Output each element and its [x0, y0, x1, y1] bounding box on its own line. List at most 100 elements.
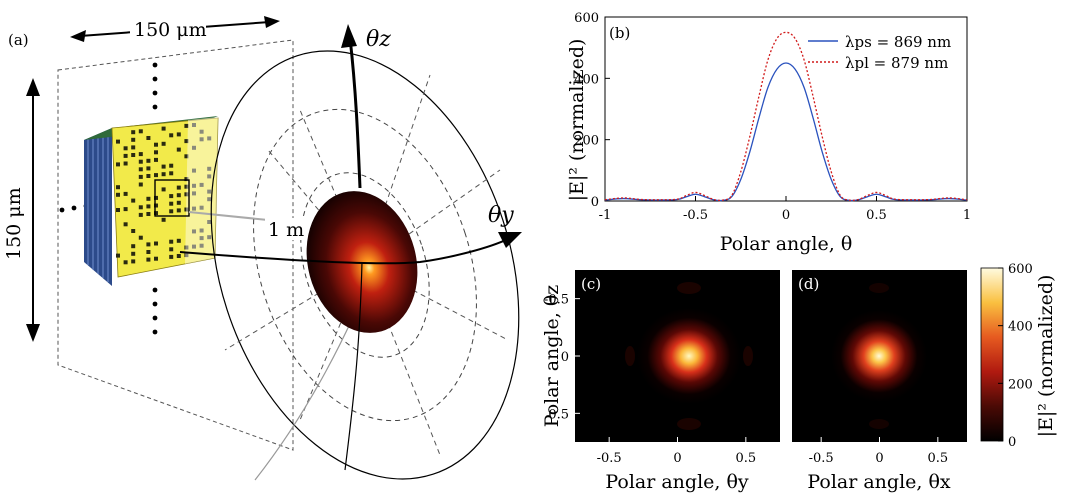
metasurface-cell — [116, 139, 120, 144]
metasurface-cell — [161, 164, 166, 169]
y-tick-label: 400 — [574, 72, 599, 87]
metasurface-cell — [169, 133, 174, 138]
width-arrow-head-left — [70, 30, 86, 42]
height-arrow-head-top — [26, 78, 40, 96]
metasurface-cell — [199, 205, 204, 210]
series-line-1 — [604, 62, 968, 202]
metasurface-cell — [146, 166, 151, 171]
colorbar-tick-label: 200 — [1008, 377, 1033, 392]
metasurface-cell — [138, 167, 143, 172]
metasurface-cell — [154, 256, 158, 261]
metasurface-cell — [161, 172, 166, 177]
x-tick-label: -1 — [599, 208, 612, 223]
metasurface-cell — [154, 157, 158, 162]
theta-z-arrow-head — [341, 24, 357, 48]
x-tick-label: 0.5 — [735, 451, 756, 466]
metasurface-cell — [199, 137, 204, 142]
metasurface-cell — [138, 129, 143, 134]
metasurface-cell — [169, 171, 174, 176]
metasurface-cell — [176, 132, 181, 137]
panel-d: (d) -0.5 0 0.5 Polar angle, θx 0200400600 … — [792, 262, 1057, 493]
metasurface-cell — [146, 250, 151, 254]
metasurface-cell — [146, 257, 151, 262]
y-tick-label: 0 — [561, 350, 569, 365]
metasurface-cell — [207, 136, 212, 141]
metasurface-cell — [146, 174, 151, 178]
metasurface-cell — [116, 253, 120, 258]
y-tick-label: 600 — [574, 11, 599, 26]
metasurface-cell — [192, 244, 196, 249]
metasurface-cell — [176, 193, 181, 198]
height-arrow-head-bottom — [26, 324, 40, 342]
panel-a: (a) 150 μm 150 μm — [3, 16, 522, 481]
y-tick-label: 0.5 — [548, 407, 569, 422]
theta-y-label: θy — [488, 203, 514, 228]
metasurface-cell — [199, 182, 204, 187]
legend-label-series2: λpl = 879 nm — [845, 54, 948, 72]
y-tick-label: -0.5 — [544, 293, 569, 308]
x-tick-label: -0.5 — [809, 451, 834, 466]
y-tick-label: 0 — [591, 195, 599, 210]
metasurface-cell — [131, 198, 136, 203]
metasurface-cell — [199, 243, 204, 248]
metasurface-cell — [131, 137, 136, 142]
metasurface-cell — [207, 189, 212, 194]
theta-y-axis — [179, 237, 511, 265]
colorbar-label: |E|² (normalized) — [1035, 275, 1057, 438]
colorbar-tick-label: 400 — [1008, 320, 1033, 335]
colorbar-tick-label: 600 — [1008, 262, 1033, 277]
angular-ellipse-outer — [210, 50, 520, 480]
metasurface-cell — [169, 201, 174, 206]
metasurface-cell — [199, 228, 204, 233]
plot-b-ylabel: |E|² (normalized) — [566, 39, 588, 202]
metasurface-cell — [146, 212, 151, 216]
metasurface-cell — [161, 217, 166, 222]
metasurface-cell — [116, 192, 120, 197]
panel-d-label: (d) — [798, 275, 819, 293]
heatmap-c-ticks: -0.5 0 0.5 -0.5 0 0.5 — [544, 293, 756, 466]
metasurface-cell — [123, 161, 128, 166]
metasurface-cell — [123, 191, 128, 196]
width-label-bg — [130, 16, 206, 40]
metasurface-cell — [199, 236, 204, 241]
metasurface-cell — [138, 182, 143, 187]
metasurface-cell — [146, 158, 151, 163]
metasurface-cell — [131, 229, 136, 233]
metasurface-cell — [207, 220, 212, 224]
metasurface-cell — [123, 207, 128, 212]
y-tick-label: 200 — [574, 134, 599, 149]
metasurface-cell — [199, 129, 204, 134]
width-arrow-head-right — [264, 16, 280, 28]
x-tick-label: 0.5 — [866, 208, 887, 223]
metasurface-cell — [138, 159, 143, 164]
plot-b-lines — [604, 31, 968, 202]
metasurface-cell — [146, 242, 151, 247]
metasurface-cell — [184, 154, 189, 159]
series-line-2 — [604, 31, 968, 202]
x-tick-label: -0.5 — [683, 208, 708, 223]
metasurface-cell — [176, 238, 181, 243]
metasurface-cell — [116, 208, 120, 212]
x-tick-label: 0 — [673, 451, 681, 466]
metasurface-cell — [176, 200, 181, 205]
metasurface-cell — [192, 168, 196, 173]
x-tick-label: 0 — [782, 208, 790, 223]
metasurface-cell — [131, 153, 136, 157]
angular-ellipse-mid — [253, 108, 477, 422]
colorbar — [980, 267, 1004, 442]
metasurface-cell — [192, 229, 196, 234]
distance-label-bg — [265, 218, 305, 240]
theta-z-axis — [348, 37, 362, 189]
plot-b-ticks: -1 -0.5 0 0.5 1 0 200 400 600 — [574, 11, 971, 223]
metasurface-cell — [123, 146, 128, 151]
metasurface-cell — [184, 253, 189, 258]
metasurface-cell — [169, 239, 174, 244]
metasurface-cell — [146, 204, 151, 209]
heatmap-c-xlabel: Polar angle, θy — [605, 471, 749, 493]
metasurface-cell — [176, 208, 181, 213]
metasurface-cell — [116, 185, 120, 190]
metasurface-cell — [131, 244, 136, 249]
metasurface-cell — [169, 163, 174, 168]
metasurface-cell — [116, 162, 120, 167]
